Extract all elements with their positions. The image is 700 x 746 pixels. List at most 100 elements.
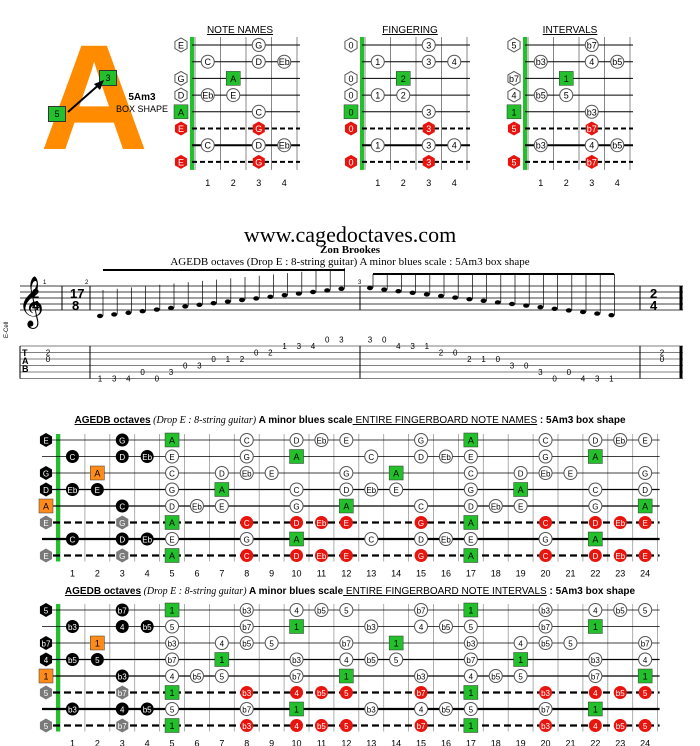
note-marker: b5 <box>65 653 79 666</box>
note-marker: G <box>339 466 354 480</box>
red-hexagon <box>344 121 358 136</box>
white-circle <box>239 433 254 447</box>
note-head <box>210 301 217 306</box>
note-head <box>537 305 544 310</box>
note-label: D <box>256 141 263 151</box>
note-label: 4 <box>452 141 457 151</box>
note-label: A <box>169 551 175 561</box>
note-label: G <box>542 536 548 545</box>
note-label: D <box>294 437 300 446</box>
note-marker: D <box>638 482 653 497</box>
note-label: A <box>169 436 175 446</box>
note-marker: C <box>115 499 129 513</box>
white-circle <box>438 532 453 546</box>
note-marker: b5 <box>613 686 627 699</box>
white-circle <box>200 54 215 69</box>
tab-fret-num: 3 <box>169 368 174 377</box>
note-marker: C <box>463 466 478 480</box>
note-label: E <box>468 453 473 462</box>
white-circle <box>165 702 180 716</box>
note-marker: b5 <box>610 54 625 69</box>
note-label: b7 <box>509 74 519 84</box>
note-marker: 4 <box>463 669 478 683</box>
note-marker: 4 <box>588 686 602 699</box>
note-head <box>594 311 601 316</box>
fret-number: 1 <box>70 739 75 746</box>
white-circle <box>239 619 254 634</box>
note-head <box>580 309 586 315</box>
white-circle <box>339 636 354 650</box>
white-circle <box>447 54 462 69</box>
note-marker: D <box>414 532 429 546</box>
note-marker: D <box>214 466 229 480</box>
note-label: 0 <box>348 124 353 134</box>
note-marker: b7 <box>638 636 653 650</box>
note-label: 1 <box>593 622 598 632</box>
note-marker: D <box>251 54 266 69</box>
note-head <box>295 291 302 296</box>
note-label: b7 <box>417 689 426 698</box>
white-circle <box>588 499 603 513</box>
note-label: C <box>543 437 549 446</box>
note-marker: E <box>513 499 528 513</box>
note-label: D <box>256 57 263 67</box>
note-label: C <box>468 470 474 479</box>
note-label: 1 <box>468 721 473 731</box>
note-label: 3 <box>426 57 431 67</box>
green-box <box>164 718 180 733</box>
red-circle <box>240 686 254 699</box>
note-marker: 4 <box>414 702 429 716</box>
note-marker: b5 <box>314 686 328 699</box>
note-marker: 4 <box>290 686 304 699</box>
fret-number: 18 <box>491 569 501 579</box>
fret-number: 1 <box>375 178 380 188</box>
white-circle <box>389 652 404 667</box>
black-circle <box>65 450 79 463</box>
orange-box <box>90 465 105 481</box>
white-circle <box>588 652 603 667</box>
note-label: 4 <box>170 673 175 682</box>
note-label: Eb <box>279 141 290 151</box>
note-marker: 4 <box>507 87 521 103</box>
note-label: b7 <box>587 41 597 51</box>
note-label: 5 <box>344 722 349 731</box>
note-label: 4 <box>294 689 299 698</box>
note-marker: Eb <box>200 88 215 103</box>
fret-number: 3 <box>120 739 125 746</box>
note-marker: G <box>414 433 429 447</box>
note-marker: G <box>538 449 553 464</box>
note-marker: A <box>164 548 180 563</box>
section2-title-a: AGEDB octaves <box>64 586 142 597</box>
red-circle <box>339 686 353 699</box>
note-marker: G <box>289 499 304 513</box>
note-label: A <box>94 469 100 479</box>
note-marker: D <box>165 499 180 513</box>
note-label: C <box>256 107 263 117</box>
note-label: D <box>219 470 225 479</box>
note-label: C <box>244 552 250 561</box>
note-marker: 5 <box>165 702 180 716</box>
time-sig3-bottom: 4 <box>650 298 658 313</box>
white-circle <box>165 532 180 546</box>
note-marker: b7 <box>585 121 598 136</box>
note-marker: Eb <box>277 138 292 153</box>
white-circle <box>533 54 548 69</box>
nut-bar <box>190 37 194 170</box>
section1-title-d: ENTIRE FINGERBOARD NOTE NAMES <box>352 415 538 426</box>
section1-title: AGEDB octaves (Drop E : 8-string guitar)… <box>0 415 700 426</box>
note-label: 2 <box>401 91 406 101</box>
note-marker: b7 <box>507 70 521 86</box>
note-marker: 5 <box>507 154 521 169</box>
tab-fret-num: 3 <box>510 362 515 371</box>
root-hexagon <box>39 433 53 447</box>
note-marker: G <box>638 466 653 480</box>
fret-number: 2 <box>564 178 569 188</box>
note-label: E <box>518 503 523 512</box>
fret-number: 5 <box>170 739 175 746</box>
fret-number: 24 <box>640 569 650 579</box>
note-head <box>182 304 189 309</box>
shape-letter-logo: A <box>40 13 149 181</box>
note-marker: b3 <box>240 686 254 699</box>
red-hexagon <box>507 154 521 169</box>
white-circle <box>463 652 478 667</box>
